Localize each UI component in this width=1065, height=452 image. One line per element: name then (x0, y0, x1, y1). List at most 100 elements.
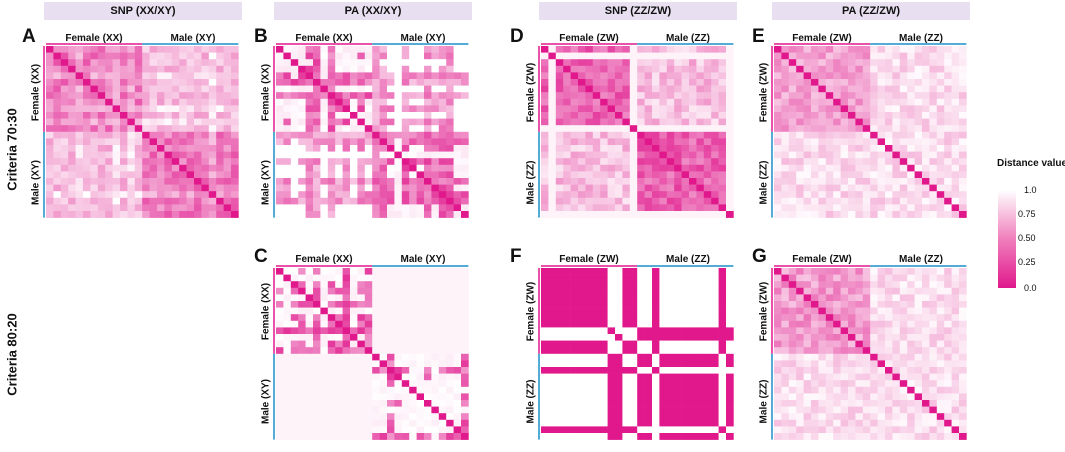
heatmap-cell (615, 373, 623, 381)
heatmap-cell (350, 125, 358, 133)
heatmap-cell (438, 314, 447, 322)
heatmap-cell (208, 191, 217, 199)
heatmap-cell (652, 380, 660, 388)
heatmap-cell (424, 419, 432, 427)
heatmap-cell (90, 98, 99, 106)
heatmap-cell (840, 197, 849, 205)
heatmap-cell (862, 406, 871, 414)
heatmap-cell (774, 112, 782, 119)
heatmap-cell (585, 281, 594, 289)
heatmap-cell (696, 347, 705, 355)
heatmap-cell (696, 419, 705, 427)
heatmap-cell (276, 164, 284, 172)
heatmap-cell (438, 360, 447, 368)
heatmap-cell (171, 52, 180, 60)
heatmap-cell (120, 59, 128, 67)
heatmap-cell (555, 287, 564, 295)
heatmap-cell (781, 334, 790, 341)
heatmap-cell (929, 307, 938, 315)
heatmap-cell (335, 353, 343, 361)
heatmap-cell (453, 294, 462, 302)
heatmap-cell (75, 164, 84, 172)
heatmap-cell (892, 274, 901, 282)
heatmap-cell (97, 59, 106, 67)
heatmap-cell (585, 191, 594, 199)
heatmap-cell (637, 426, 645, 434)
heatmap-cell (607, 287, 616, 295)
heatmap-cell (644, 65, 653, 73)
heatmap-cell (803, 112, 812, 119)
heatmap-cell (781, 406, 790, 414)
heatmap-cell (53, 59, 62, 67)
heatmap-cell (674, 360, 682, 368)
heatmap-cell (788, 433, 797, 440)
heatmap-cell (629, 294, 638, 302)
heatmap-cell (681, 72, 690, 80)
heatmap-cell (689, 52, 697, 60)
heatmap-cell (848, 281, 856, 289)
heatmap-cell (637, 211, 645, 218)
heatmap-cell (652, 268, 660, 275)
heatmap-cell (387, 274, 395, 282)
heatmap-cell (53, 184, 62, 192)
heatmap-cell (276, 327, 284, 335)
heatmap-cell (862, 353, 871, 361)
heatmap-cell (416, 178, 425, 185)
heatmap-cell (644, 178, 653, 185)
heatmap-cell (424, 347, 432, 355)
heatmap-cell (431, 307, 440, 315)
heatmap-cell (592, 151, 601, 159)
heatmap-cell (364, 131, 373, 139)
heatmap-cell (951, 433, 960, 440)
heatmap-cell (570, 327, 579, 335)
heatmap-cell (149, 131, 158, 139)
heatmap-cell (313, 211, 321, 218)
heatmap-cell (600, 433, 608, 440)
heatmap-cell (803, 400, 812, 407)
heatmap-cell (97, 178, 106, 185)
heatmap-cell (350, 386, 358, 394)
heatmap-cell (431, 118, 440, 126)
panel-b-female-side-label: Female (XX) (260, 63, 272, 122)
heatmap-cell (548, 373, 557, 381)
heatmap-cell (431, 52, 440, 60)
heatmap-cell (796, 268, 804, 275)
heatmap-cell (659, 105, 668, 113)
heatmap-cell (461, 380, 469, 388)
heatmap-cell (179, 138, 187, 146)
heatmap-cell (394, 347, 403, 355)
heatmap-cell (563, 204, 571, 212)
heatmap-cell (781, 400, 790, 407)
heatmap-cell (944, 367, 952, 374)
heatmap-cell (652, 426, 660, 434)
heatmap-cell (592, 171, 601, 179)
heatmap-cell (666, 393, 675, 401)
heatmap-cell (914, 171, 923, 179)
heatmap-cell (951, 334, 960, 341)
heatmap-cell (929, 118, 938, 126)
heatmap-cell (855, 294, 864, 302)
heatmap-cell (811, 353, 819, 361)
heatmap-cell (320, 65, 329, 73)
heatmap-cell (335, 112, 343, 119)
panel-letter-e: E (752, 26, 765, 47)
heatmap-cell (703, 178, 712, 185)
heatmap-cell (112, 138, 121, 146)
heatmap-cell (342, 164, 351, 172)
heatmap-cell (929, 158, 938, 166)
heatmap-cell (555, 184, 564, 192)
heatmap-cell (305, 327, 314, 335)
heatmap-cell (959, 118, 967, 126)
heatmap-cell (283, 59, 292, 67)
heatmap-cell (424, 314, 432, 322)
heatmap-cell (446, 85, 454, 93)
heatmap-cell (811, 274, 819, 282)
heatmap-cell (283, 158, 292, 166)
heatmap-cell (840, 314, 849, 322)
heatmap-cell (298, 191, 306, 199)
heatmap-cell (929, 347, 938, 355)
heatmap-cell (892, 281, 901, 289)
heatmap-cell (833, 178, 841, 185)
heatmap-cell (585, 393, 594, 401)
heatmap-cell (703, 380, 712, 388)
